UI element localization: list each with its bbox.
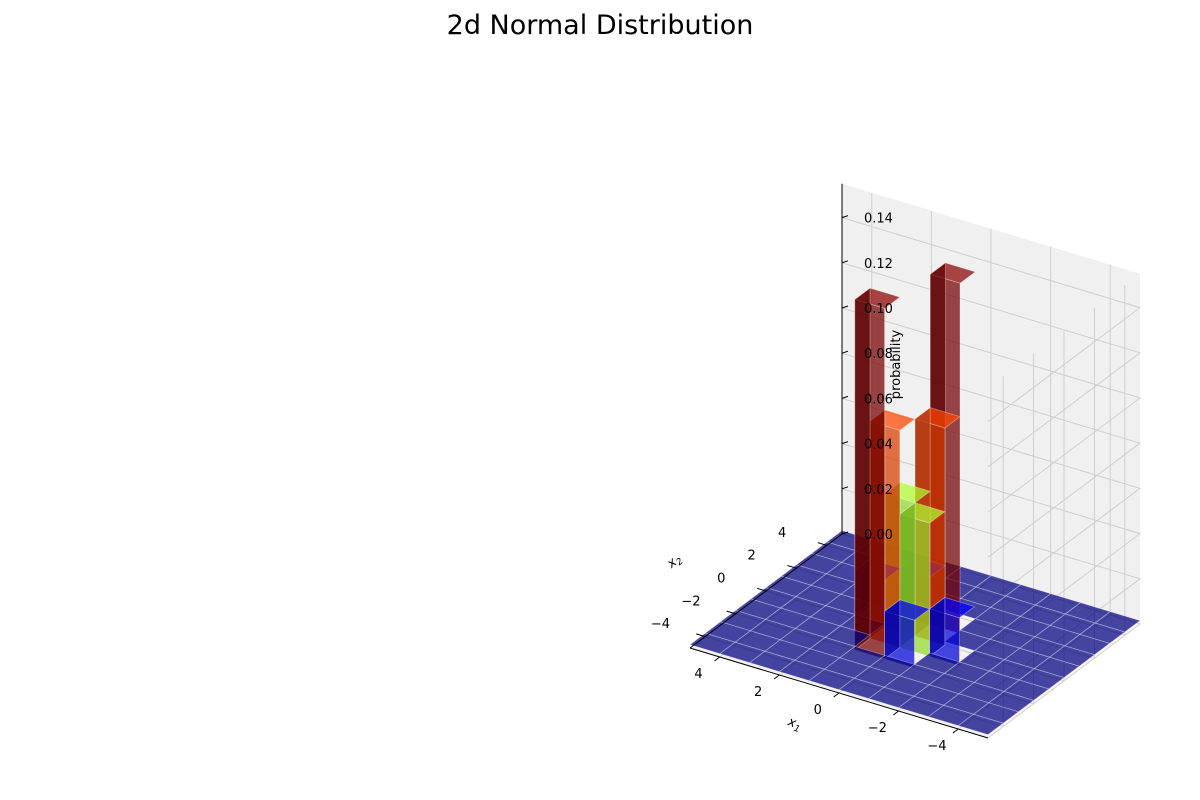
y-tick-label: 0 — [717, 572, 725, 587]
z-tick — [841, 350, 849, 354]
y-tick — [696, 633, 706, 638]
bar — [958, 650, 1006, 672]
y-tick-label: 4 — [778, 526, 786, 541]
x-tick-label: 4 — [694, 667, 702, 682]
axes-group — [689, 183, 989, 739]
bar — [719, 609, 767, 632]
bar — [913, 652, 961, 674]
x-tick — [952, 728, 959, 734]
y-tick — [817, 542, 827, 546]
bar-top — [959, 618, 1006, 640]
z-tick — [841, 441, 849, 445]
bars-group — [689, 262, 1141, 736]
bar-top — [913, 652, 961, 674]
z-tick — [841, 395, 849, 399]
x-tick — [892, 710, 899, 716]
bar-side — [854, 287, 871, 651]
z-tick — [841, 531, 849, 535]
x-tick-label: −4 — [927, 739, 946, 754]
z-axis-label: probability — [889, 330, 904, 400]
chart-title: 2d Normal Distribution — [446, 10, 754, 41]
bar-top — [704, 621, 752, 643]
z-tick-label: 0.04 — [864, 438, 893, 453]
x-tick-label: −2 — [868, 721, 887, 736]
z-tick — [841, 215, 849, 219]
z-tick-label: 0.02 — [864, 483, 893, 498]
bar — [853, 287, 901, 660]
z-tick — [841, 260, 849, 264]
y-axis-label: x2 — [664, 551, 686, 573]
y-tick-label: 2 — [748, 549, 756, 564]
x-tick — [714, 656, 721, 662]
x-tick — [833, 692, 840, 698]
grid-line-z — [841, 217, 1142, 423]
x-tick-label: 0 — [814, 703, 822, 718]
bar-top — [689, 632, 736, 655]
bar — [704, 621, 752, 643]
x-tick — [773, 674, 780, 680]
y-tick — [787, 565, 797, 569]
z-tick-label: 0.14 — [864, 212, 893, 227]
z-tick — [841, 486, 849, 490]
bar — [883, 599, 931, 669]
bar-top — [780, 564, 828, 586]
bar-top — [719, 609, 767, 632]
z-tick-label: 0.12 — [864, 257, 893, 272]
bar — [959, 618, 1006, 640]
z-tick-label: 0.10 — [864, 302, 893, 317]
bar — [780, 564, 828, 586]
bar — [928, 596, 976, 666]
bar-top — [749, 587, 797, 609]
y-tick — [756, 587, 767, 592]
y-tick-label: −2 — [681, 594, 700, 609]
bar — [689, 632, 736, 655]
bar-top — [958, 650, 1006, 672]
bar — [749, 587, 797, 609]
z-tick-label: 0.06 — [864, 392, 893, 407]
z-tick-label: 0.08 — [864, 347, 893, 362]
y-tick-label: −4 — [651, 617, 670, 632]
bar — [795, 552, 843, 575]
bar-top — [765, 575, 812, 598]
x-axis-label: x1 — [784, 714, 803, 735]
bar — [765, 575, 812, 598]
z-tick-label: 0.00 — [864, 528, 893, 543]
x-tick-label: 2 — [754, 685, 762, 700]
z-tick — [841, 305, 849, 309]
bar-top — [795, 552, 843, 575]
y-tick — [726, 610, 736, 615]
